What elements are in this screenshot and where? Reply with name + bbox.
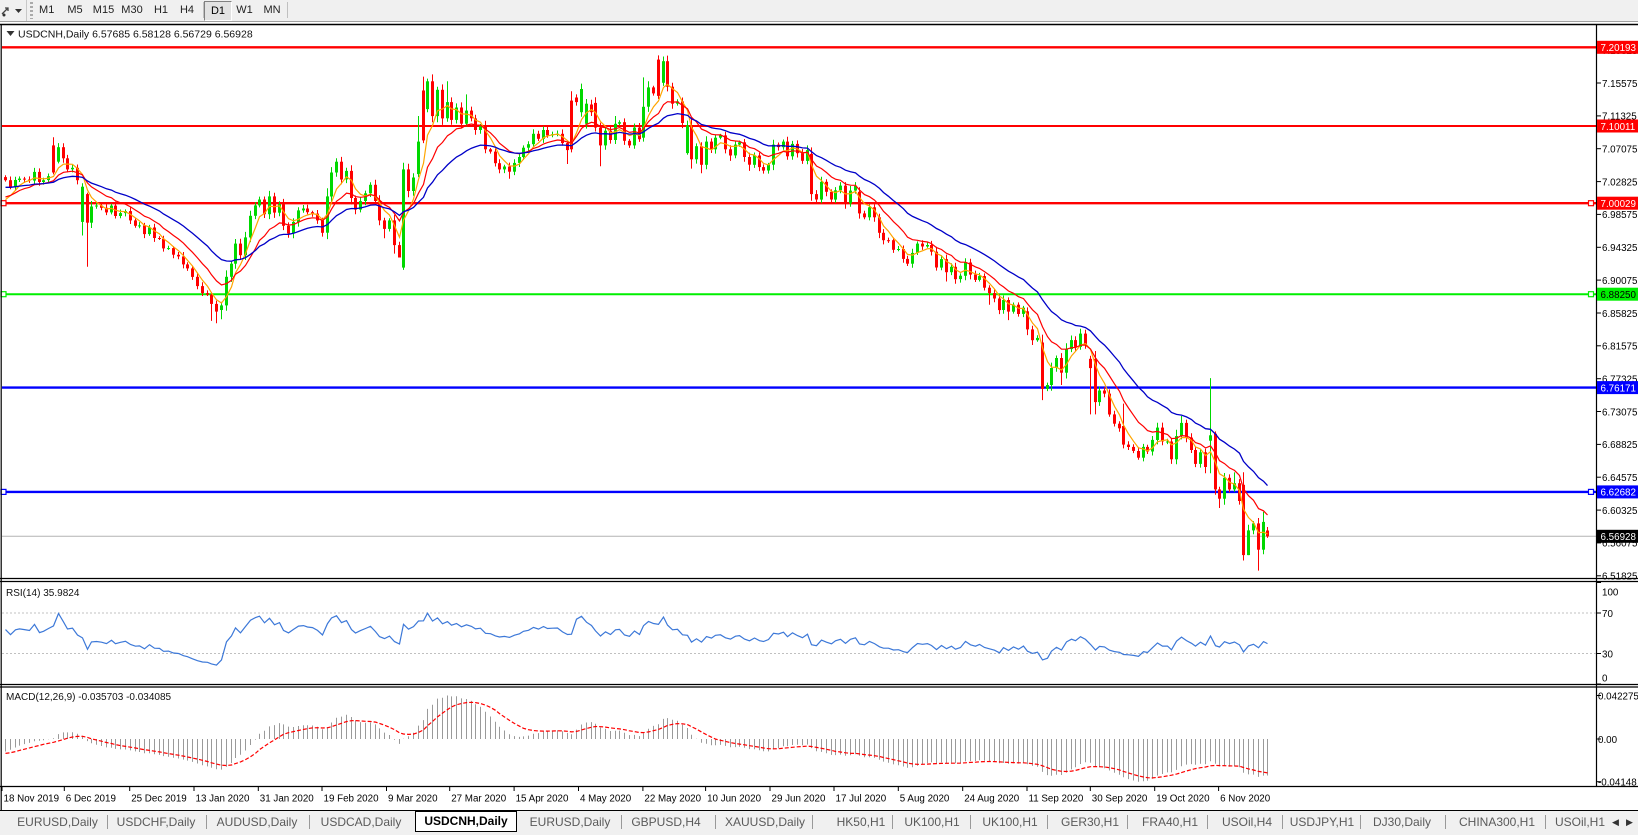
svg-text:7.07075: 7.07075 (1602, 145, 1638, 156)
svg-text:RSI(14) 35.9824: RSI(14) 35.9824 (6, 588, 80, 599)
svg-text:0.00: 0.00 (1598, 735, 1618, 746)
svg-text:6.94325: 6.94325 (1602, 243, 1638, 254)
svg-text:6.76171: 6.76171 (1601, 383, 1636, 394)
svg-text:6.51825: 6.51825 (1602, 572, 1638, 583)
svg-text:6.77325: 6.77325 (1602, 375, 1638, 386)
svg-text:30 Sep 2020: 30 Sep 2020 (1092, 794, 1148, 805)
svg-text:-0.04148: -0.04148 (1598, 778, 1637, 789)
svg-text:7.00029: 7.00029 (1601, 199, 1636, 210)
svg-text:6.81575: 6.81575 (1602, 342, 1638, 353)
svg-text:6 Dec 2019: 6 Dec 2019 (66, 794, 116, 805)
svg-text:18 Nov 2019: 18 Nov 2019 (4, 794, 60, 805)
svg-text:19 Feb 2020: 19 Feb 2020 (324, 794, 380, 805)
svg-text:15 Apr 2020: 15 Apr 2020 (516, 794, 569, 805)
svg-text:9 Mar 2020: 9 Mar 2020 (388, 794, 438, 805)
svg-text:6 Nov 2020: 6 Nov 2020 (1220, 794, 1271, 805)
svg-text:6.73075: 6.73075 (1602, 407, 1638, 418)
svg-text:11 Sep 2020: 11 Sep 2020 (1029, 794, 1084, 805)
svg-text:29 Jun 2020: 29 Jun 2020 (772, 794, 826, 805)
svg-text:7.11325: 7.11325 (1602, 112, 1637, 123)
svg-text:17 Jul 2020: 17 Jul 2020 (836, 794, 887, 805)
svg-text:13 Jan 2020: 13 Jan 2020 (196, 794, 250, 805)
svg-text:4 May 2020: 4 May 2020 (580, 794, 632, 805)
svg-text:0.042275: 0.042275 (1598, 691, 1638, 702)
svg-text:6.90075: 6.90075 (1602, 276, 1638, 287)
svg-text:6.60325: 6.60325 (1602, 506, 1638, 517)
svg-text:6.62682: 6.62682 (1601, 488, 1636, 499)
svg-text:70: 70 (1602, 609, 1613, 620)
svg-text:10 Jun 2020: 10 Jun 2020 (707, 794, 761, 805)
svg-text:25 Dec 2019: 25 Dec 2019 (131, 794, 187, 805)
svg-text:5 Aug 2020: 5 Aug 2020 (900, 794, 950, 805)
svg-text:MACD(12,26,9) -0.035703 -0.034: MACD(12,26,9) -0.035703 -0.034085 (6, 692, 172, 703)
svg-text:6.85825: 6.85825 (1602, 309, 1638, 320)
svg-text:6.68825: 6.68825 (1602, 440, 1638, 451)
svg-text:100: 100 (1602, 587, 1619, 598)
svg-text:6.98575: 6.98575 (1602, 210, 1638, 221)
svg-text:6.88250: 6.88250 (1601, 290, 1637, 301)
svg-text:7.20193: 7.20193 (1601, 43, 1637, 54)
svg-text:7.02825: 7.02825 (1602, 177, 1638, 188)
svg-text:7.10011: 7.10011 (1601, 122, 1636, 133)
svg-text:6.56075: 6.56075 (1602, 539, 1638, 550)
svg-text:31 Jan 2020: 31 Jan 2020 (260, 794, 314, 805)
svg-text:30: 30 (1602, 649, 1613, 660)
svg-text:19 Oct 2020: 19 Oct 2020 (1156, 794, 1210, 805)
svg-text:7.15575: 7.15575 (1602, 79, 1638, 90)
svg-text:0: 0 (1602, 673, 1608, 684)
svg-text:22 May 2020: 22 May 2020 (644, 794, 701, 805)
svg-text:USDCNH,Daily 6.57685 6.58128: USDCNH,Daily 6.57685 6.58128 6.56729 6.5… (18, 29, 253, 41)
svg-text:6.56928: 6.56928 (1601, 532, 1637, 543)
svg-text:24 Aug 2020: 24 Aug 2020 (964, 794, 1020, 805)
svg-text:6.64575: 6.64575 (1602, 473, 1638, 484)
svg-text:27 Mar 2020: 27 Mar 2020 (451, 794, 507, 805)
